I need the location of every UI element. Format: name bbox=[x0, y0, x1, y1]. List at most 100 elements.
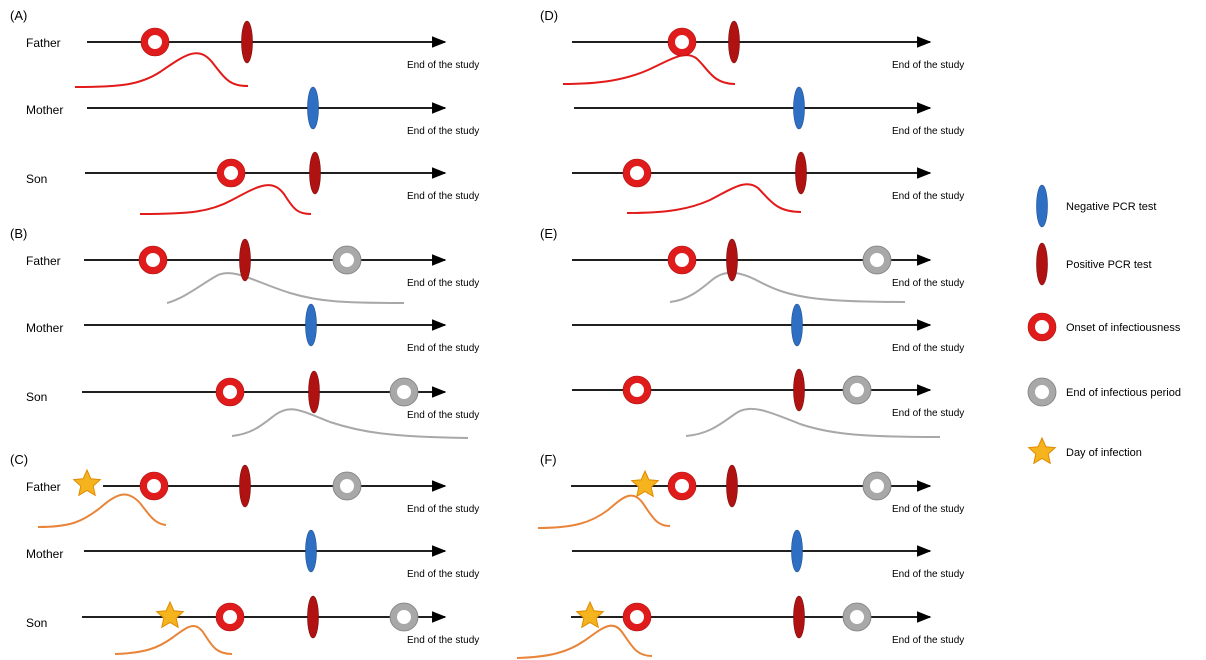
end-of-infectious-period-marker bbox=[389, 377, 419, 407]
onset-of-infectiousness-marker bbox=[622, 602, 652, 632]
person-label-father: Father bbox=[26, 254, 61, 268]
end-of-study-label: End of the study bbox=[407, 278, 479, 289]
panel-label: (C) bbox=[10, 452, 28, 467]
legend-item-negative-test: Negative PCR test bbox=[1036, 184, 1156, 228]
end-of-study-label: End of the study bbox=[407, 504, 479, 515]
end-ring-icon bbox=[1027, 377, 1057, 407]
legend: Negative PCR test Positive PCR test Onset … bbox=[1027, 184, 1181, 465]
person-label-mother: Mother bbox=[26, 103, 63, 117]
onset-of-infectiousness-marker bbox=[667, 245, 697, 275]
star-icon bbox=[1027, 436, 1057, 465]
legend-item-end-ring: End of infectious period bbox=[1027, 377, 1181, 407]
end-of-infectious-period-marker bbox=[389, 602, 419, 632]
end-of-study-label: End of the study bbox=[892, 504, 964, 515]
end-of-study-label: End of the study bbox=[407, 635, 479, 646]
end-of-infectious-period-marker bbox=[842, 602, 872, 632]
infectiousness-curve bbox=[139, 184, 312, 215]
person-label-son: Son bbox=[26, 390, 47, 404]
onset-of-infectiousness-marker bbox=[140, 27, 170, 57]
infectiousness-curve bbox=[537, 494, 671, 529]
end-of-infectious-period-marker bbox=[862, 471, 892, 501]
infectiousness-curve bbox=[114, 624, 233, 655]
infectiousness-curve bbox=[231, 408, 469, 439]
panel-a: (A) Father Mother Son End of the study End of… bbox=[10, 8, 479, 215]
panel-label: (B) bbox=[10, 226, 27, 241]
positive-pcr-test-marker bbox=[795, 151, 807, 195]
panel-f: (F) End of the study End of the study End o… bbox=[516, 452, 964, 659]
person-label-son: Son bbox=[26, 172, 47, 186]
end-of-study-label: End of the study bbox=[892, 278, 964, 289]
negative-pcr-test-marker bbox=[791, 303, 803, 347]
panel-label: (A) bbox=[10, 8, 27, 23]
end-of-study-label: End of the study bbox=[407, 126, 479, 137]
end-of-study-label: End of the study bbox=[892, 126, 964, 137]
onset-of-infectiousness-marker bbox=[139, 471, 169, 501]
panel-c: (C) Father Mother Son End of the study End of… bbox=[10, 452, 479, 655]
negative-pcr-test-marker bbox=[307, 86, 319, 130]
onset-of-infectiousness-marker bbox=[215, 377, 245, 407]
person-label-father: Father bbox=[26, 36, 61, 50]
positive-test-icon bbox=[1036, 242, 1048, 286]
day-of-infection-star bbox=[630, 469, 660, 498]
legend-label: Day of infection bbox=[1066, 447, 1142, 459]
end-of-study-label: End of the study bbox=[892, 635, 964, 646]
panel-d: (D) End of the study End of the study End o… bbox=[540, 8, 964, 214]
legend-item-star: Day of infection bbox=[1027, 436, 1142, 465]
negative-pcr-test-marker bbox=[305, 529, 317, 573]
end-of-infectious-period-marker bbox=[862, 245, 892, 275]
positive-pcr-test-marker bbox=[308, 370, 320, 414]
end-of-infectious-period-marker bbox=[332, 471, 362, 501]
positive-pcr-test-marker bbox=[793, 595, 805, 639]
panel-e: (E) End of the study End of the study End o… bbox=[540, 226, 964, 438]
legend-item-onset-ring: Onset of infectiousness bbox=[1027, 312, 1181, 342]
panel-label: (E) bbox=[540, 226, 557, 241]
negative-pcr-test-marker bbox=[791, 529, 803, 573]
panel-label: (F) bbox=[540, 452, 557, 467]
onset-of-infectiousness-marker bbox=[667, 27, 697, 57]
infectiousness-curve bbox=[74, 52, 249, 88]
day-of-infection-star bbox=[72, 468, 102, 497]
end-of-study-label: End of the study bbox=[407, 569, 479, 580]
person-label-mother: Mother bbox=[26, 321, 63, 335]
end-of-study-label: End of the study bbox=[892, 569, 964, 580]
end-of-infectious-period-marker bbox=[842, 375, 872, 405]
onset-of-infectiousness-marker bbox=[667, 471, 697, 501]
infectiousness-curve bbox=[626, 183, 802, 214]
onset-of-infectiousness-marker bbox=[216, 158, 246, 188]
day-of-infection-star bbox=[575, 600, 605, 629]
negative-pcr-test-marker bbox=[793, 86, 805, 130]
end-of-study-label: End of the study bbox=[407, 191, 479, 202]
positive-pcr-test-marker bbox=[239, 464, 251, 508]
legend-item-positive-test: Positive PCR test bbox=[1036, 242, 1152, 286]
onset-of-infectiousness-marker bbox=[622, 158, 652, 188]
positive-pcr-test-marker bbox=[728, 20, 740, 64]
legend-label: Onset of infectiousness bbox=[1066, 322, 1181, 334]
onset-of-infectiousness-marker bbox=[138, 245, 168, 275]
positive-pcr-test-marker bbox=[239, 238, 251, 282]
person-label-mother: Mother bbox=[26, 547, 63, 561]
positive-pcr-test-marker bbox=[309, 151, 321, 195]
infectiousness-curve bbox=[562, 54, 736, 85]
end-of-study-label: End of the study bbox=[892, 343, 964, 354]
negative-pcr-test-marker bbox=[305, 303, 317, 347]
legend-label: End of infectious period bbox=[1066, 387, 1181, 399]
end-of-study-label: End of the study bbox=[407, 410, 479, 421]
onset-of-infectiousness-marker bbox=[215, 602, 245, 632]
panel-label: (D) bbox=[540, 8, 558, 23]
negative-test-icon bbox=[1036, 184, 1048, 228]
end-of-study-label: End of the study bbox=[407, 343, 479, 354]
end-of-study-label: End of the study bbox=[892, 191, 964, 202]
infectiousness-curve bbox=[669, 271, 906, 303]
infectiousness-curve bbox=[516, 624, 653, 659]
end-of-infectious-period-marker bbox=[332, 245, 362, 275]
positive-pcr-test-marker bbox=[241, 20, 253, 64]
infectiousness-curve bbox=[166, 272, 405, 304]
end-of-study-label: End of the study bbox=[892, 408, 964, 419]
panel-b: (B) Father Mother Son End of the study End of… bbox=[10, 226, 479, 439]
positive-pcr-test-marker bbox=[726, 464, 738, 508]
day-of-infection-star bbox=[155, 600, 185, 629]
positive-pcr-test-marker bbox=[793, 368, 805, 412]
end-of-study-label: End of the study bbox=[407, 60, 479, 71]
person-label-father: Father bbox=[26, 480, 61, 494]
